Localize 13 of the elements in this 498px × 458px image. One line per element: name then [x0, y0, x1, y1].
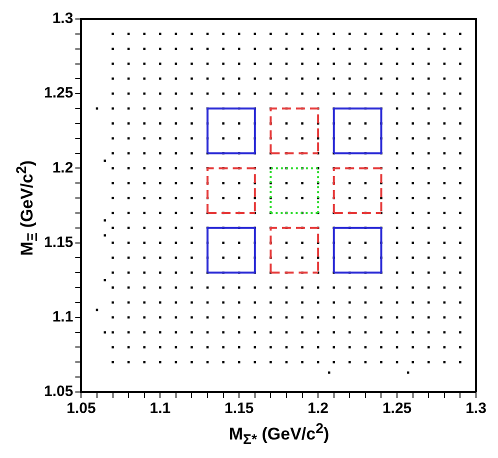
- x-tick-label: 1.05: [66, 400, 96, 418]
- y-tick-label: 1.05: [44, 383, 74, 400]
- y-tick-label: 1.3: [52, 10, 74, 28]
- y-tick-label: 1.1: [52, 308, 74, 326]
- y-tick-label: 1.25: [44, 84, 74, 102]
- x-tick-label: 1.15: [224, 400, 254, 418]
- x-tick-label: 1.2: [308, 400, 329, 418]
- y-tick-label: 1.2: [52, 159, 74, 176]
- x-tick-label: 1.3: [466, 400, 486, 418]
- x-tick-label: 1.1: [150, 400, 171, 418]
- y-tick-label: 1.15: [44, 234, 74, 251]
- x-axis-title: M$_{Σ*}$ (GeV/c$^{2}$): [228, 420, 330, 448]
- x-tick-label: 1.25: [382, 400, 412, 418]
